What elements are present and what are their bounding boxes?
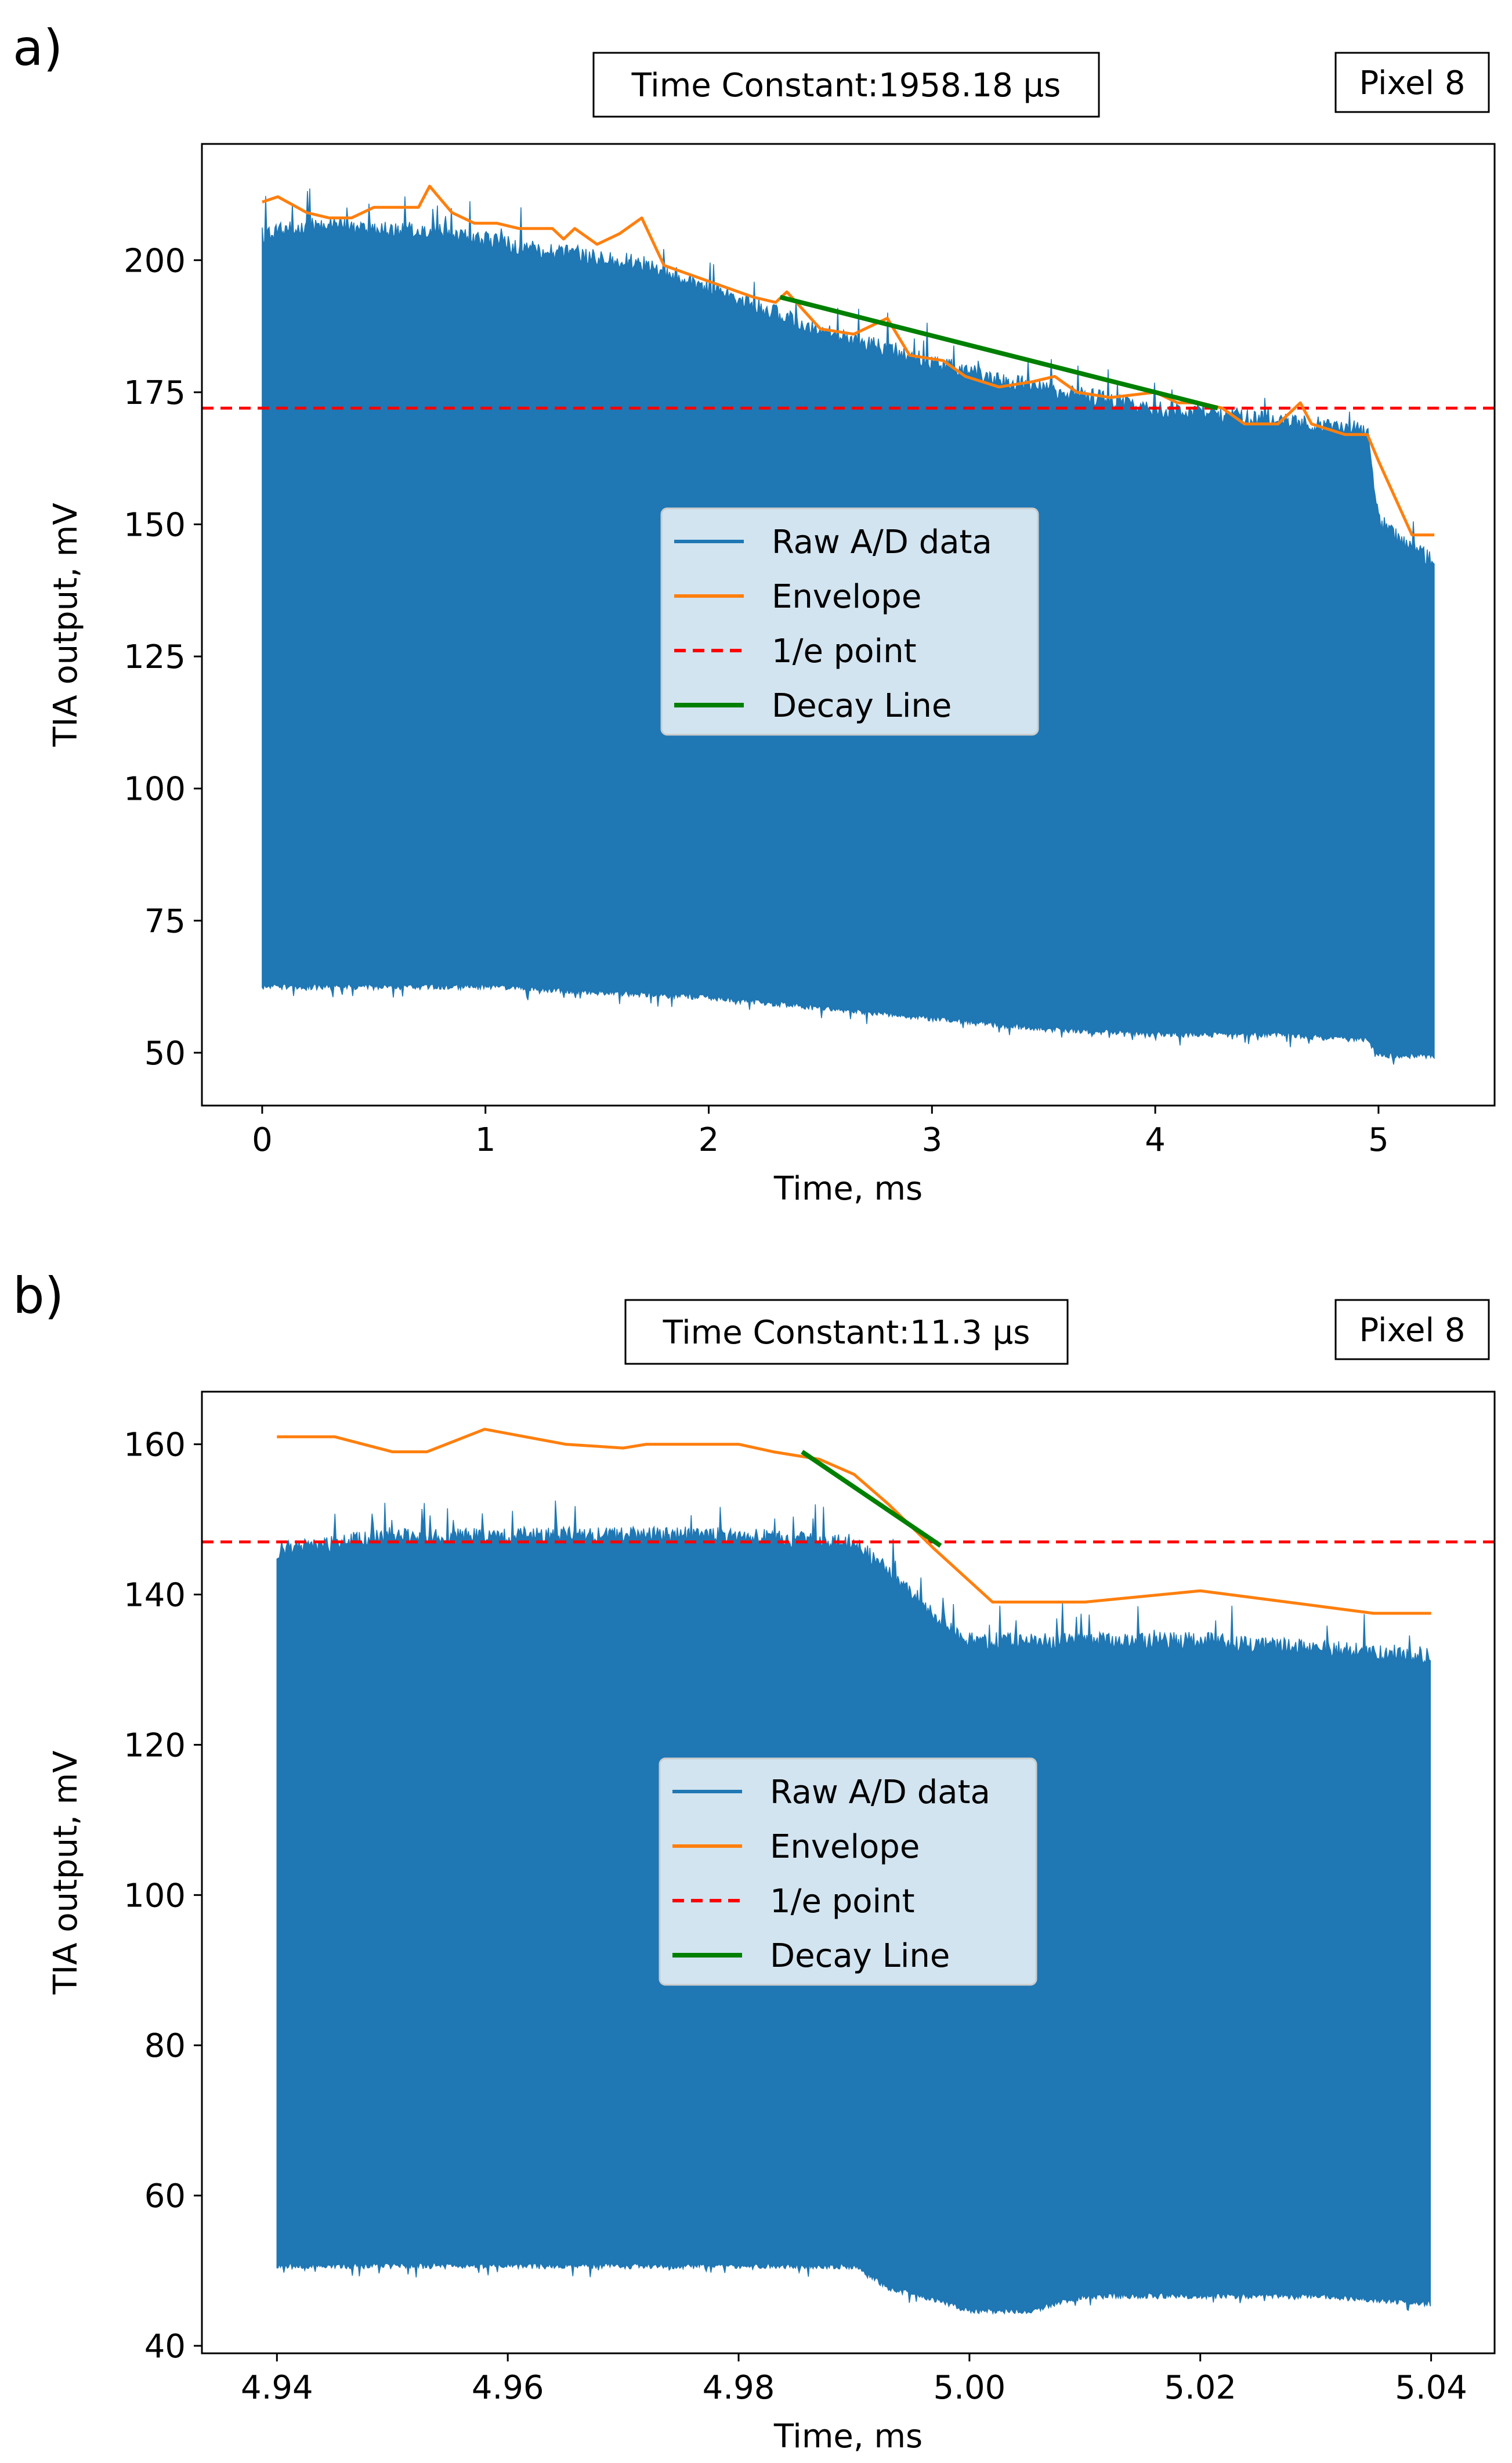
envelope-line [277,1428,1431,1615]
legend: Raw A/D data Envelope 1/e point Decay Line [659,1757,1037,1986]
pixel-text: Pixel 8 [1359,64,1466,102]
y-axis-label: TIA output, mV [47,503,85,747]
y-tick-label: 40 [144,2328,186,2366]
y-tick-label: 175 [124,374,186,412]
legend-decay-line-label: Decay Line [770,1937,950,1975]
y-tick-label: 150 [124,507,186,544]
y-tick-label: 100 [124,1877,186,1915]
time-constant-box [624,1299,1069,1365]
panel-label: a) [13,19,63,77]
x-axis-label: Time, ms [773,2418,923,2455]
legend-frame [660,507,1039,736]
pixel-box [1334,52,1490,113]
x-tick-label: 5.04 [1395,2369,1467,2407]
legend-envelope-label: Envelope [770,1828,920,1866]
decay-line [779,295,1218,411]
y-tick-label: 60 [144,2177,186,2215]
x-axis-label: Time, ms [773,1170,923,1208]
y-tick-label: 75 [144,902,186,940]
y-tick-label: 120 [124,1727,186,1764]
panel-b: b) Time Constant:11.3 μs Pixel 8 4.94 4.96 4.… [13,1267,1496,2455]
legend-decay-line-label: Decay Line [772,687,952,725]
x-tick-label: 4.98 [703,2369,775,2407]
y-axis-label: TIA output, mV [47,1751,85,1995]
axes-frame [201,1391,1496,2354]
y-tick-label: 80 [144,2027,186,2065]
pixel-text: Pixel 8 [1359,1312,1466,1349]
x-tick-label: 5.02 [1164,2369,1236,2407]
decay-line [801,1450,942,1548]
envelope-line [262,185,1435,537]
y-tick-label: 140 [124,1577,186,1615]
x-tick-label: 5 [1368,1121,1389,1159]
x-tick-label: 0 [252,1121,273,1159]
y-tick-label: 200 [124,242,186,280]
x-tick-label: 2 [699,1121,719,1159]
time-constant-box [592,52,1100,118]
y-tick-label: 160 [124,1426,186,1464]
y-tick-label: 100 [124,771,186,808]
legend-raw-ad-data-label: Raw A/D data [770,1774,990,1811]
pixel-box [1334,1299,1490,1360]
legend-one-over-e-label: 1/e point [772,633,917,670]
axes-frame [201,143,1496,1107]
legend-one-over-e-label: 1/e point [770,1883,915,1920]
panel-label: b) [13,1267,64,1325]
x-tick-label: 1 [475,1121,496,1159]
panel-a: a) Time Constant:1958.18 μs Pixel 8 0 1 2 3 4 5 5… [13,19,1496,1208]
legend-envelope-label: Envelope [772,578,921,616]
legend-frame [659,1757,1037,1986]
x-tick-label: 4 [1145,1121,1166,1159]
legend: Raw A/D data Envelope 1/e point Decay Line [660,507,1039,736]
x-tick-label: 3 [921,1121,942,1159]
legend-raw-ad-data-label: Raw A/D data [772,523,992,561]
y-tick-label: 125 [124,638,186,676]
x-tick-label: 4.94 [241,2369,313,2407]
x-tick-label: 4.96 [472,2369,544,2407]
time-constant-text: Time Constant:11.3 μs [663,1314,1030,1352]
x-tick-label: 5.00 [934,2369,1006,2407]
time-constant-text: Time Constant:1958.18 μs [631,67,1061,104]
y-tick-label: 50 [144,1035,186,1072]
